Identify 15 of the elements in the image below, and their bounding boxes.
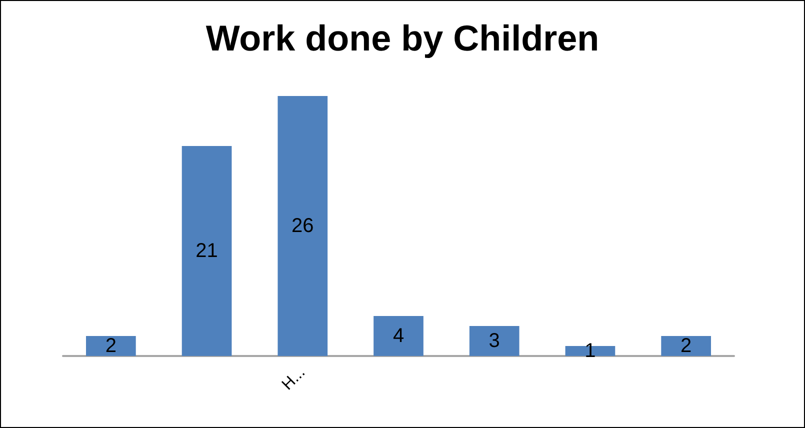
bar xyxy=(86,336,136,356)
x-tick-label: H... xyxy=(279,364,309,394)
bar xyxy=(374,316,424,356)
bar xyxy=(278,96,328,356)
data-label: 4 xyxy=(392,325,404,347)
bar xyxy=(661,336,711,356)
bar xyxy=(182,146,232,356)
data-label: 21 xyxy=(196,240,218,262)
data-label: 1 xyxy=(584,340,596,362)
data-label: 26 xyxy=(292,215,314,237)
data-label: 3 xyxy=(488,330,500,352)
chart-title: Work done by Children xyxy=(206,18,600,58)
data-label: 2 xyxy=(105,335,116,357)
bar xyxy=(469,326,520,356)
data-label: 2 xyxy=(680,335,692,357)
